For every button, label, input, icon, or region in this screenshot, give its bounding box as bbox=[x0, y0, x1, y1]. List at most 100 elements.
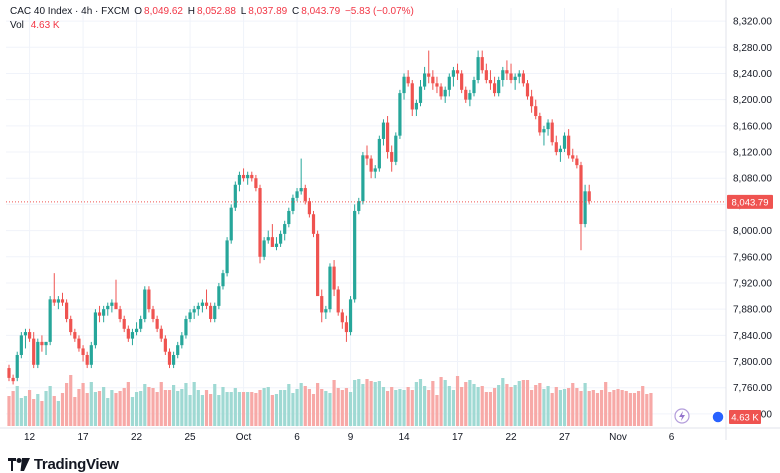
candle-body[interactable] bbox=[114, 302, 118, 310]
candle-body[interactable] bbox=[398, 93, 402, 136]
candle-body[interactable] bbox=[172, 354, 176, 365]
candle-body[interactable] bbox=[283, 224, 287, 234]
candle-body[interactable] bbox=[439, 86, 443, 97]
candle-body[interactable] bbox=[180, 335, 184, 346]
candle-body[interactable] bbox=[311, 214, 316, 234]
candle-body[interactable] bbox=[221, 273, 225, 287]
candle-body[interactable] bbox=[410, 83, 414, 110]
candle-body[interactable] bbox=[229, 207, 233, 241]
candle-body[interactable] bbox=[188, 312, 192, 319]
candle-body[interactable] bbox=[414, 102, 418, 110]
candle-body[interactable] bbox=[213, 305, 217, 319]
candle-body[interactable] bbox=[418, 86, 423, 103]
candle-body[interactable] bbox=[102, 309, 106, 316]
candle-body[interactable] bbox=[480, 57, 484, 71]
candle-body[interactable] bbox=[464, 89, 468, 100]
candle-body[interactable] bbox=[332, 266, 336, 290]
candle-body[interactable] bbox=[204, 302, 209, 306]
candle-body[interactable] bbox=[192, 309, 196, 313]
candle-body[interactable] bbox=[241, 174, 246, 179]
candle-body[interactable] bbox=[484, 70, 488, 81]
candle-body[interactable] bbox=[353, 210, 357, 300]
candle-body[interactable] bbox=[196, 305, 200, 310]
candle-body[interactable] bbox=[562, 135, 567, 149]
candle-body[interactable] bbox=[324, 309, 328, 313]
candle-body[interactable] bbox=[254, 178, 258, 189]
candle-body[interactable] bbox=[390, 152, 394, 162]
candle-body[interactable] bbox=[369, 158, 373, 172]
candle-body[interactable] bbox=[250, 174, 254, 179]
candle-body[interactable] bbox=[262, 240, 266, 257]
candle-body[interactable] bbox=[93, 312, 98, 346]
symbol-title[interactable]: CAC 40 Index · 4h · FXCM bbox=[10, 6, 130, 17]
candle-body[interactable] bbox=[468, 93, 472, 100]
candle-body[interactable] bbox=[52, 299, 56, 303]
candle-body[interactable] bbox=[60, 299, 65, 303]
candle-body[interactable] bbox=[134, 328, 139, 333]
candle-body[interactable] bbox=[550, 122, 554, 143]
candle-body[interactable] bbox=[381, 122, 386, 139]
candle-body[interactable] bbox=[27, 332, 32, 339]
candle-body[interactable] bbox=[509, 73, 513, 81]
candle-body[interactable] bbox=[365, 155, 369, 159]
candle-body[interactable] bbox=[258, 188, 262, 257]
candle-body[interactable] bbox=[81, 348, 85, 355]
candle-body[interactable] bbox=[336, 289, 340, 313]
candle-body[interactable] bbox=[451, 70, 456, 77]
candle-body[interactable] bbox=[287, 210, 291, 225]
candle-body[interactable] bbox=[455, 70, 460, 74]
candle-body[interactable] bbox=[65, 302, 69, 319]
candle-body[interactable] bbox=[139, 318, 143, 329]
candle-body[interactable] bbox=[538, 116, 542, 133]
candle-body[interactable] bbox=[435, 83, 439, 87]
candle-body[interactable] bbox=[143, 289, 147, 319]
candle-body[interactable] bbox=[501, 70, 505, 81]
candle-body[interactable] bbox=[340, 312, 344, 323]
candle-body[interactable] bbox=[579, 165, 583, 225]
candle-body[interactable] bbox=[530, 96, 534, 107]
candle-body[interactable] bbox=[225, 240, 229, 274]
candle-body[interactable] bbox=[377, 138, 381, 169]
candle-body[interactable] bbox=[209, 305, 213, 319]
candle-body[interactable] bbox=[517, 73, 521, 77]
candle-body[interactable] bbox=[56, 299, 60, 303]
candle-body[interactable] bbox=[44, 341, 48, 346]
candle-body[interactable] bbox=[97, 312, 102, 316]
candle-body[interactable] bbox=[40, 341, 44, 346]
candle-body[interactable] bbox=[246, 174, 250, 179]
candle-body[interactable] bbox=[7, 368, 11, 378]
candle-body[interactable] bbox=[110, 302, 114, 306]
candle-body[interactable] bbox=[472, 80, 476, 94]
candle-body[interactable] bbox=[77, 338, 81, 349]
candle-body[interactable] bbox=[32, 338, 36, 365]
candle-body[interactable] bbox=[48, 299, 52, 342]
candle-body[interactable] bbox=[278, 233, 283, 244]
candle-body[interactable] bbox=[291, 197, 295, 211]
candle-body[interactable] bbox=[320, 296, 324, 313]
candle-body[interactable] bbox=[554, 142, 558, 153]
candle-body[interactable] bbox=[167, 351, 172, 365]
candle-body[interactable] bbox=[126, 328, 130, 339]
candle-body[interactable] bbox=[571, 155, 575, 159]
candle-body[interactable] bbox=[505, 70, 509, 74]
candle-body[interactable] bbox=[15, 354, 19, 378]
flag-icon[interactable] bbox=[711, 410, 725, 424]
candle-body[interactable] bbox=[307, 201, 311, 215]
candle-body[interactable] bbox=[476, 57, 480, 81]
candle-body[interactable] bbox=[130, 332, 135, 339]
candle-body[interactable] bbox=[525, 83, 530, 97]
candle-body[interactable] bbox=[85, 354, 89, 365]
candle-body[interactable] bbox=[122, 318, 126, 329]
candle-body[interactable] bbox=[583, 191, 587, 225]
candle-body[interactable] bbox=[328, 266, 332, 310]
candle-body[interactable] bbox=[176, 345, 180, 355]
candle-body[interactable] bbox=[427, 73, 431, 77]
candle-body[interactable] bbox=[69, 318, 73, 333]
candle-body[interactable] bbox=[151, 309, 155, 319]
candle-body[interactable] bbox=[200, 302, 205, 306]
candle-body[interactable] bbox=[11, 377, 15, 382]
candle-body[interactable] bbox=[558, 148, 563, 153]
candle-body[interactable] bbox=[237, 174, 242, 185]
candle-body[interactable] bbox=[534, 106, 538, 117]
